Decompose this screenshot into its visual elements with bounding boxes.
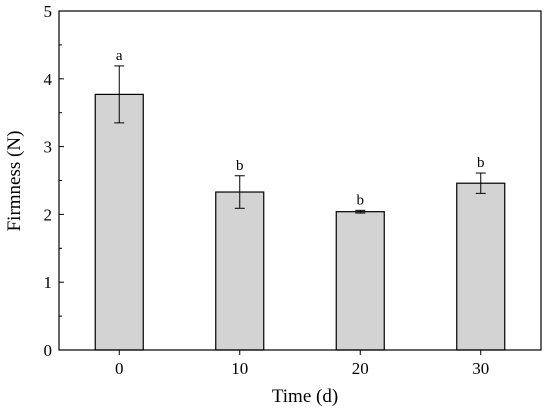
y-tick-label-4: 4 [44, 70, 53, 89]
bar-20 [335, 211, 385, 351]
significance-labels-layer: a b b b [116, 48, 485, 208]
x-axis-title: Time (d) [272, 386, 338, 407]
x-tick-label-30: 30 [472, 359, 489, 378]
error-bar-0 [114, 65, 125, 124]
y-tick-label-5: 5 [44, 2, 53, 21]
bar-0 [94, 93, 144, 351]
y-tick-label-2: 2 [44, 205, 53, 224]
x-tick-label-20: 20 [352, 359, 369, 378]
y-tick-label-0: 0 [44, 341, 53, 360]
y-tick-label-1: 1 [44, 273, 53, 292]
error-bar-20 [355, 209, 366, 214]
y-axis-title: Firmness (N) [4, 131, 25, 232]
y-tick-label-3: 3 [44, 138, 53, 157]
bars-layer [94, 93, 506, 351]
ticks-layer: 0 1 2 3 4 5 0 10 20 30 [44, 2, 490, 378]
bar-30 [456, 182, 506, 351]
significance-label-30: b [477, 155, 485, 171]
error-bars-layer [114, 65, 486, 214]
x-tick-label-0: 0 [115, 359, 124, 378]
significance-label-20: b [357, 192, 365, 208]
significance-label-10: b [236, 158, 244, 174]
significance-label-0: a [116, 48, 123, 64]
error-bar-30 [475, 172, 486, 194]
error-bar-10 [234, 175, 245, 209]
bar-10 [215, 191, 265, 351]
x-tick-label-10: 10 [231, 359, 248, 378]
